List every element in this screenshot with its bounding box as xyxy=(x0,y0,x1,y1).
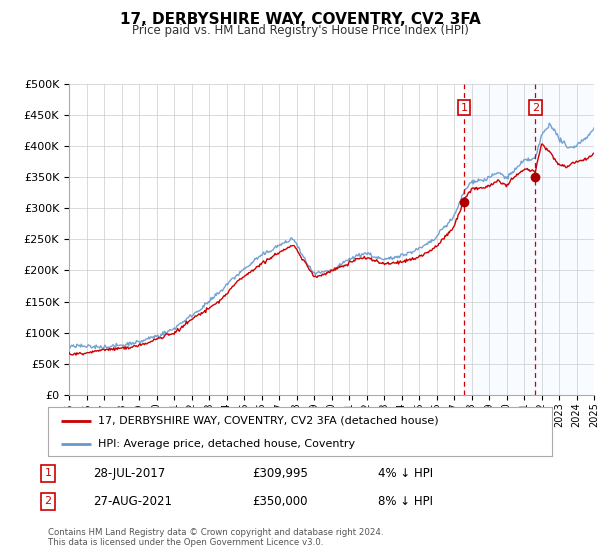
Text: £350,000: £350,000 xyxy=(252,494,308,508)
Text: 4% ↓ HPI: 4% ↓ HPI xyxy=(378,466,433,480)
Text: Price paid vs. HM Land Registry's House Price Index (HPI): Price paid vs. HM Land Registry's House … xyxy=(131,24,469,36)
Text: Contains HM Land Registry data © Crown copyright and database right 2024.
This d: Contains HM Land Registry data © Crown c… xyxy=(48,528,383,547)
Text: 1: 1 xyxy=(44,468,52,478)
Text: 2: 2 xyxy=(44,496,52,506)
Text: £309,995: £309,995 xyxy=(252,466,308,480)
Text: 8% ↓ HPI: 8% ↓ HPI xyxy=(378,494,433,508)
Text: 27-AUG-2021: 27-AUG-2021 xyxy=(93,494,172,508)
Bar xyxy=(464,84,594,395)
Text: HPI: Average price, detached house, Coventry: HPI: Average price, detached house, Cove… xyxy=(98,439,356,449)
Text: 17, DERBYSHIRE WAY, COVENTRY, CV2 3FA (detached house): 17, DERBYSHIRE WAY, COVENTRY, CV2 3FA (d… xyxy=(98,416,439,426)
Text: 2: 2 xyxy=(532,102,539,113)
Text: 17, DERBYSHIRE WAY, COVENTRY, CV2 3FA: 17, DERBYSHIRE WAY, COVENTRY, CV2 3FA xyxy=(119,12,481,27)
Text: 1: 1 xyxy=(460,102,467,113)
Text: 28-JUL-2017: 28-JUL-2017 xyxy=(93,466,165,480)
